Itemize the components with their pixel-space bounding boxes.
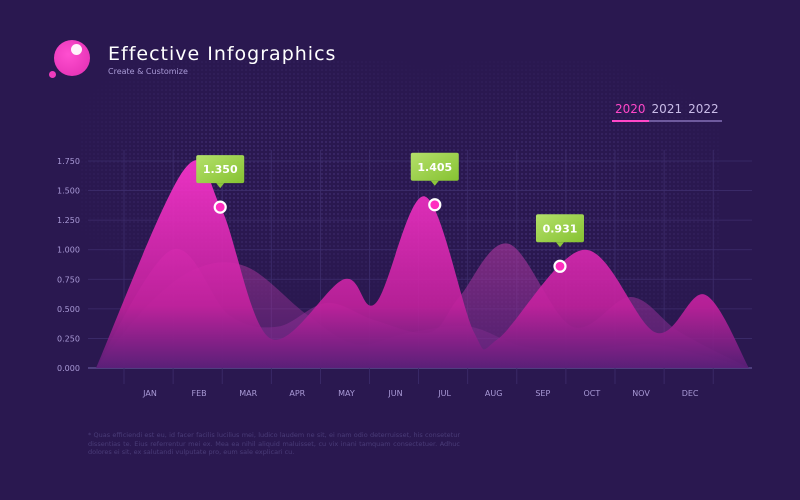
callout-box	[535, 214, 584, 243]
y-tick-label: 1.750	[57, 157, 80, 166]
data-callout: 1.350	[196, 155, 245, 214]
callout-pointer	[430, 180, 439, 186]
x-tick-label: DEC	[682, 389, 699, 398]
callout-value: 1.350	[203, 163, 238, 176]
y-tick-label: 1.250	[57, 216, 80, 225]
footnote: * Quas efficiendi est eu, id facer facil…	[88, 431, 460, 457]
y-tick-label: 1.500	[57, 187, 80, 196]
x-tick-label: JUN	[387, 389, 402, 398]
callout-value: 0.931	[543, 222, 578, 235]
page-title: Effective Infographics	[108, 43, 337, 65]
data-point-marker	[213, 200, 227, 214]
y-tick-label: 0.250	[57, 334, 80, 343]
logo-icon	[54, 40, 90, 76]
callout-box	[410, 152, 459, 181]
page-subtitle: Create & Customize	[108, 67, 188, 76]
y-tick-label: 0.500	[57, 305, 80, 314]
data-point-marker	[553, 259, 567, 273]
x-tick-label: MAY	[338, 389, 355, 398]
y-tick-label: 1.000	[57, 246, 80, 255]
data-callout: 0.931	[535, 214, 584, 273]
area-series-main	[95, 160, 750, 368]
tab-year-2020[interactable]: 2020	[612, 102, 649, 122]
callout-pointer	[555, 242, 564, 248]
callout-box	[196, 155, 245, 184]
x-tick-label: OCT	[584, 389, 601, 398]
x-tick-label: FEB	[192, 389, 207, 398]
logo-dot-icon	[49, 71, 56, 78]
x-tick-label: NOV	[632, 389, 650, 398]
x-tick-label: AUG	[485, 389, 503, 398]
tab-year-2022[interactable]: 2022	[685, 102, 722, 122]
data-point-marker	[428, 198, 442, 212]
tab-year-2021[interactable]: 2021	[648, 102, 686, 122]
x-tick-label: APR	[289, 389, 305, 398]
x-tick-label: JAN	[142, 389, 157, 398]
data-callout: 1.405	[410, 152, 459, 212]
y-tick-label: 0.750	[57, 275, 80, 284]
x-tick-label: MAR	[239, 389, 257, 398]
callout-pointer	[216, 183, 225, 189]
x-tick-label: SEP	[535, 389, 550, 398]
y-tick-label: 0.000	[57, 364, 80, 373]
callout-value: 1.405	[417, 161, 452, 174]
year-tabs: 2020 2021 2022	[612, 102, 722, 122]
x-tick-label: JUL	[437, 389, 451, 398]
